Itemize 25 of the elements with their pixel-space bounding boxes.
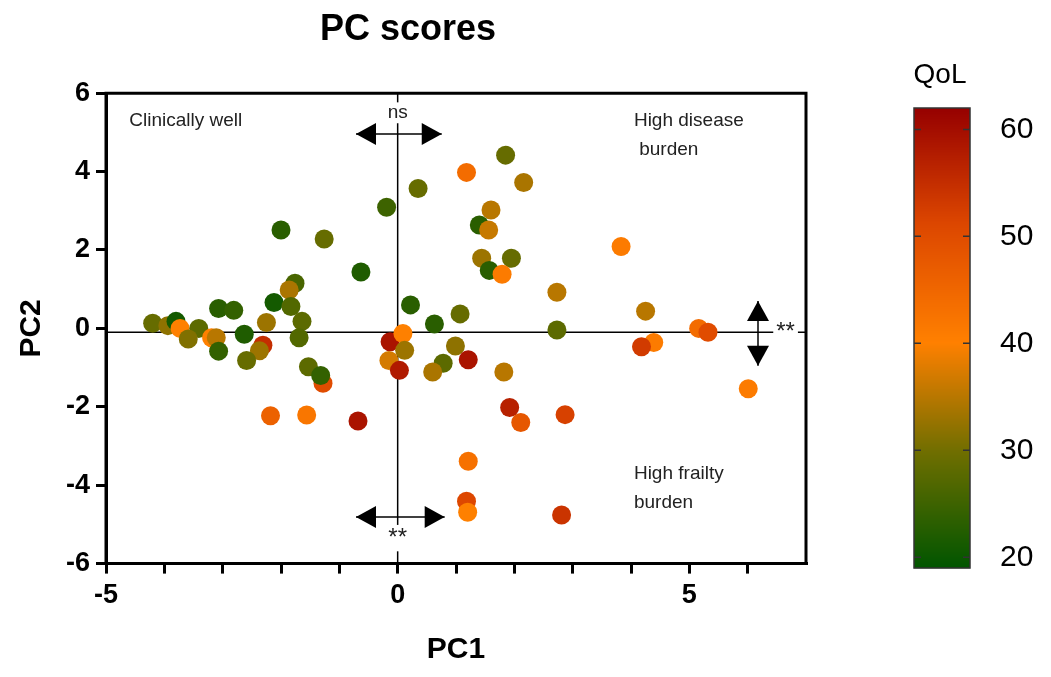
y-tick-label: 2 xyxy=(74,233,91,264)
color-bar-label: 20 xyxy=(1000,538,1034,572)
x-tick-label: -5 xyxy=(94,579,119,610)
annotation: ns xyxy=(387,101,408,123)
color-bar-label: 60 xyxy=(1000,110,1034,144)
y-tick-label: 0 xyxy=(74,311,91,342)
color-bar-label: 50 xyxy=(1000,217,1034,251)
annotation: ** xyxy=(388,522,408,550)
y-tick-label: 4 xyxy=(74,155,91,186)
x-tick-label: 0 xyxy=(390,579,406,610)
chart-title: PC scores xyxy=(319,6,497,48)
color-bar-label: 40 xyxy=(1000,324,1034,358)
y-tick-label: -6 xyxy=(65,547,91,578)
y-tick-label: -4 xyxy=(65,468,91,499)
x-tick-label: 5 xyxy=(681,579,697,610)
color-bar-label: 30 xyxy=(1000,431,1034,465)
x-axis-title: PC1 xyxy=(426,631,486,665)
y-tick-label: 6 xyxy=(74,76,91,107)
y-tick-label: -2 xyxy=(65,390,91,421)
annotation: High disease burden xyxy=(633,108,744,160)
annotation: Clinically well xyxy=(129,108,243,130)
color-bar-title: QoL xyxy=(913,57,967,89)
annotation: ** xyxy=(776,316,795,344)
y-axis-title: PC2 xyxy=(13,299,47,358)
annotation: High frailty burden xyxy=(633,461,725,513)
